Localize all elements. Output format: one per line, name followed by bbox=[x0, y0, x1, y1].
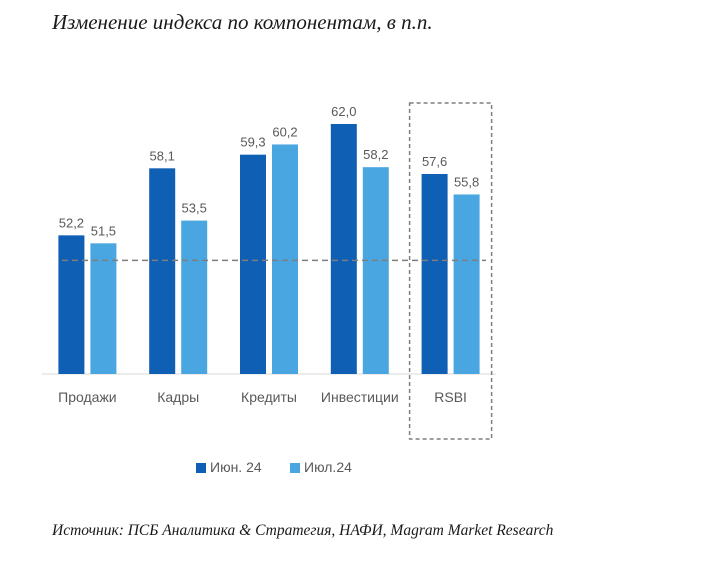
legend-swatch bbox=[290, 463, 300, 473]
data-label: 55,8 bbox=[454, 174, 479, 189]
data-label: 58,1 bbox=[150, 148, 175, 163]
bar-jun bbox=[421, 174, 448, 374]
data-label: 57,6 bbox=[422, 154, 447, 169]
data-label: 53,5 bbox=[182, 201, 207, 216]
bar-jul bbox=[272, 144, 298, 374]
category-label: Продажи bbox=[58, 389, 116, 405]
legend-swatch bbox=[196, 463, 206, 473]
bar-jul bbox=[181, 220, 208, 374]
category-label: Кадры bbox=[157, 389, 199, 405]
chart-title: Изменение индекса по компонентам, в п.п. bbox=[52, 10, 433, 34]
bar-jun bbox=[240, 154, 266, 374]
legend-label: Июл.24 bbox=[304, 459, 352, 475]
bar-jul bbox=[362, 167, 389, 374]
bar-jul bbox=[453, 194, 480, 374]
bar-jun bbox=[330, 124, 357, 374]
bar-jun bbox=[149, 168, 176, 374]
data-label: 60,2 bbox=[272, 124, 297, 139]
data-label: 52,2 bbox=[59, 215, 84, 230]
bar-jul bbox=[90, 243, 117, 374]
source-note: Источник: ПСБ Аналитика & Стратегия, НАФ… bbox=[52, 522, 554, 539]
data-label: 59,3 bbox=[240, 135, 265, 150]
legend-label: Июн. 24 bbox=[210, 459, 262, 475]
data-label: 58,2 bbox=[363, 147, 388, 162]
rsbi-highlight-box bbox=[408, 102, 493, 440]
category-label: Инвестиции bbox=[321, 389, 399, 405]
bar-jun bbox=[58, 235, 85, 374]
data-label: 51,5 bbox=[91, 223, 116, 238]
bar-chart: 52,2 51,5 Продажи 58,1 53,5 Кадры 59,3 60,2 Кред… bbox=[42, 102, 496, 475]
category-label: RSBI bbox=[434, 389, 467, 405]
category-label: Кредиты bbox=[241, 389, 297, 405]
data-label: 62,0 bbox=[331, 104, 356, 119]
